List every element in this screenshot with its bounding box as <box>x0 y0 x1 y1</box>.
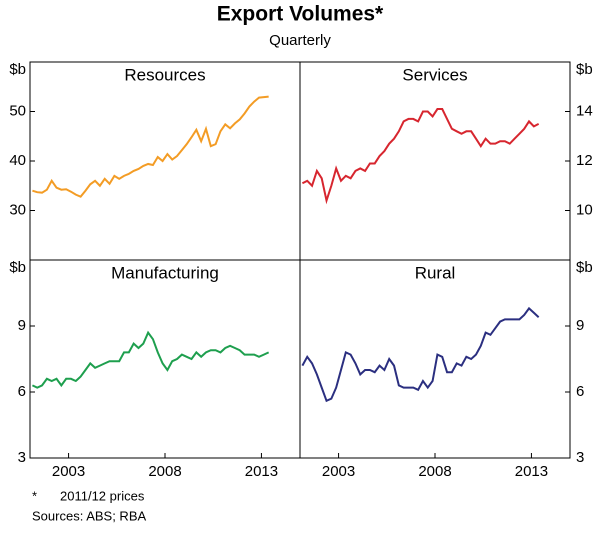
x-tick-label: 2013 <box>515 463 548 480</box>
y-tick-label: 40 <box>9 152 26 169</box>
footnote-marker: * <box>32 488 37 503</box>
y-tick-label: 3 <box>18 449 26 466</box>
panel-title: Rural <box>415 263 456 282</box>
x-tick-label: 2008 <box>148 463 181 480</box>
x-tick-label: 2013 <box>245 463 278 480</box>
y-axis-label: $b <box>9 61 26 78</box>
y-tick-label: 12 <box>576 152 593 169</box>
y-tick-label: 9 <box>18 317 26 334</box>
chart-title: Export Volumes* <box>217 3 384 26</box>
y-axis-label: $b <box>576 61 593 78</box>
y-tick-label: 6 <box>18 383 26 400</box>
x-tick-label: 2003 <box>322 463 355 480</box>
y-tick-label: 9 <box>576 317 584 334</box>
data-line <box>31 330 270 389</box>
chart-subtitle: Quarterly <box>269 32 331 49</box>
y-tick-label: 14 <box>576 102 593 119</box>
sources: Sources: ABS; RBA <box>32 508 146 523</box>
panel-title: Resources <box>124 65 205 84</box>
data-line <box>301 108 540 205</box>
panel-title: Manufacturing <box>111 263 219 282</box>
y-axis-label: $b <box>9 259 26 276</box>
y-tick-label: 50 <box>9 102 26 119</box>
y-tick-label: 30 <box>9 201 26 218</box>
panel-title: Services <box>402 65 467 84</box>
data-line <box>301 306 540 403</box>
footnote: 2011/12 prices <box>60 488 145 503</box>
y-tick-label: 6 <box>576 383 584 400</box>
y-axis-label: $b <box>576 259 593 276</box>
y-tick-label: 3 <box>576 449 584 466</box>
x-tick-label: 2003 <box>52 463 85 480</box>
y-tick-label: 10 <box>576 201 593 218</box>
data-line <box>32 95 269 198</box>
x-tick-label: 2008 <box>418 463 451 480</box>
